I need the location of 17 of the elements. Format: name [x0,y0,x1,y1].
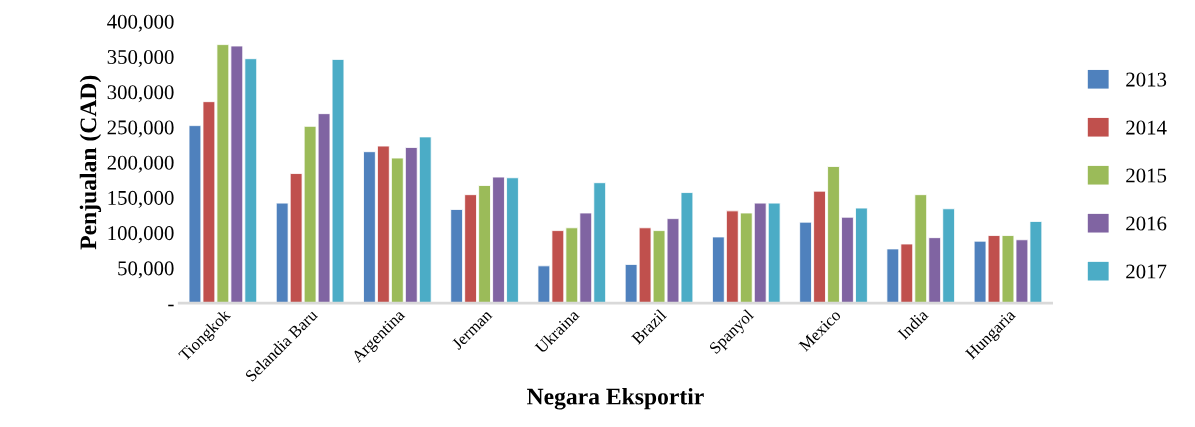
y-tick-label: 50,000 [118,261,174,279]
y-tick-label: 400,000 [107,14,174,32]
y-tick-label: 200,000 [107,155,174,173]
y-tick-label: - [168,304,174,307]
x-axis-title: Negara Eksportir [527,387,704,410]
y-tick-label: 300,000 [107,85,174,103]
legend-label: 2014 [1126,120,1167,135]
y-axis-title: Penjualan (CAD) [79,75,102,250]
y-tick-label: 150,000 [108,190,174,208]
y-tick-label: 250,000 [107,120,174,138]
x-tick-label: India [896,308,929,341]
legend-label: 2013 [1126,72,1167,87]
legend-label: 2015 [1126,168,1167,183]
legend-label: 2016 [1126,216,1167,231]
legend-label: 2017 [1126,264,1167,279]
y-tick-label: 350,000 [107,49,174,68]
y-tick-label: 100,000 [108,226,174,244]
